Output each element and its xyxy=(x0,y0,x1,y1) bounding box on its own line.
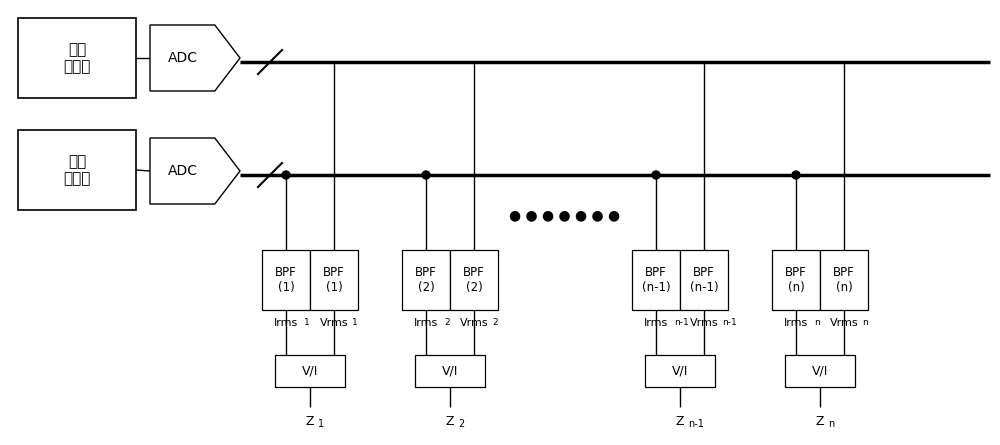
Text: Vrms: Vrms xyxy=(690,318,718,328)
Bar xyxy=(415,355,485,387)
Text: V/I: V/I xyxy=(302,364,318,377)
Polygon shape xyxy=(150,138,240,204)
Bar xyxy=(645,355,715,387)
Bar xyxy=(680,250,728,310)
Text: Vrms: Vrms xyxy=(320,318,348,328)
Text: n: n xyxy=(828,419,834,429)
Text: Irms: Irms xyxy=(274,318,298,328)
Text: Z: Z xyxy=(816,415,824,428)
Text: n: n xyxy=(814,318,820,327)
Text: BPF
(2): BPF (2) xyxy=(415,266,437,294)
Text: BPF
(n): BPF (n) xyxy=(785,266,807,294)
Circle shape xyxy=(792,171,800,179)
Circle shape xyxy=(422,171,430,179)
Bar xyxy=(820,250,868,310)
Circle shape xyxy=(282,171,290,179)
Text: n-1: n-1 xyxy=(674,318,689,327)
Bar xyxy=(785,355,855,387)
Bar xyxy=(632,250,680,310)
Text: ● ● ● ● ● ● ●: ● ● ● ● ● ● ● xyxy=(509,208,621,222)
Text: Z: Z xyxy=(446,415,454,428)
Text: Irms: Irms xyxy=(644,318,668,328)
Bar xyxy=(275,355,345,387)
Text: BPF
(n-1): BPF (n-1) xyxy=(690,266,718,294)
Text: n-1: n-1 xyxy=(688,419,704,429)
Bar xyxy=(18,18,136,98)
Bar xyxy=(772,250,820,310)
Text: 电流
传感器: 电流 传感器 xyxy=(63,154,91,186)
Text: Irms: Irms xyxy=(784,318,808,328)
Text: Vrms: Vrms xyxy=(830,318,858,328)
Text: Z: Z xyxy=(676,415,684,428)
Text: 1: 1 xyxy=(304,318,310,327)
Text: Z: Z xyxy=(306,415,314,428)
Text: V/I: V/I xyxy=(442,364,458,377)
Text: 1: 1 xyxy=(318,419,324,429)
Text: BPF
(1): BPF (1) xyxy=(323,266,345,294)
Text: Irms: Irms xyxy=(414,318,438,328)
Text: n: n xyxy=(862,318,868,327)
Text: BPF
(n-1): BPF (n-1) xyxy=(642,266,670,294)
Circle shape xyxy=(652,171,660,179)
Text: ADC: ADC xyxy=(167,51,197,65)
Text: Vrms: Vrms xyxy=(460,318,488,328)
Text: 2: 2 xyxy=(444,318,450,327)
Polygon shape xyxy=(150,25,240,91)
Text: 电压
传感器: 电压 传感器 xyxy=(63,42,91,74)
Text: BPF
(1): BPF (1) xyxy=(275,266,297,294)
Text: 1: 1 xyxy=(352,318,358,327)
Bar xyxy=(18,130,136,210)
Text: BPF
(n): BPF (n) xyxy=(833,266,855,294)
Text: V/I: V/I xyxy=(812,364,828,377)
Bar xyxy=(310,250,358,310)
Bar xyxy=(450,250,498,310)
Text: 2: 2 xyxy=(458,419,464,429)
Bar xyxy=(262,250,310,310)
Text: 2: 2 xyxy=(492,318,498,327)
Text: n-1: n-1 xyxy=(722,318,737,327)
Text: BPF
(2): BPF (2) xyxy=(463,266,485,294)
Text: ADC: ADC xyxy=(167,164,197,178)
Bar xyxy=(402,250,450,310)
Text: V/I: V/I xyxy=(672,364,688,377)
